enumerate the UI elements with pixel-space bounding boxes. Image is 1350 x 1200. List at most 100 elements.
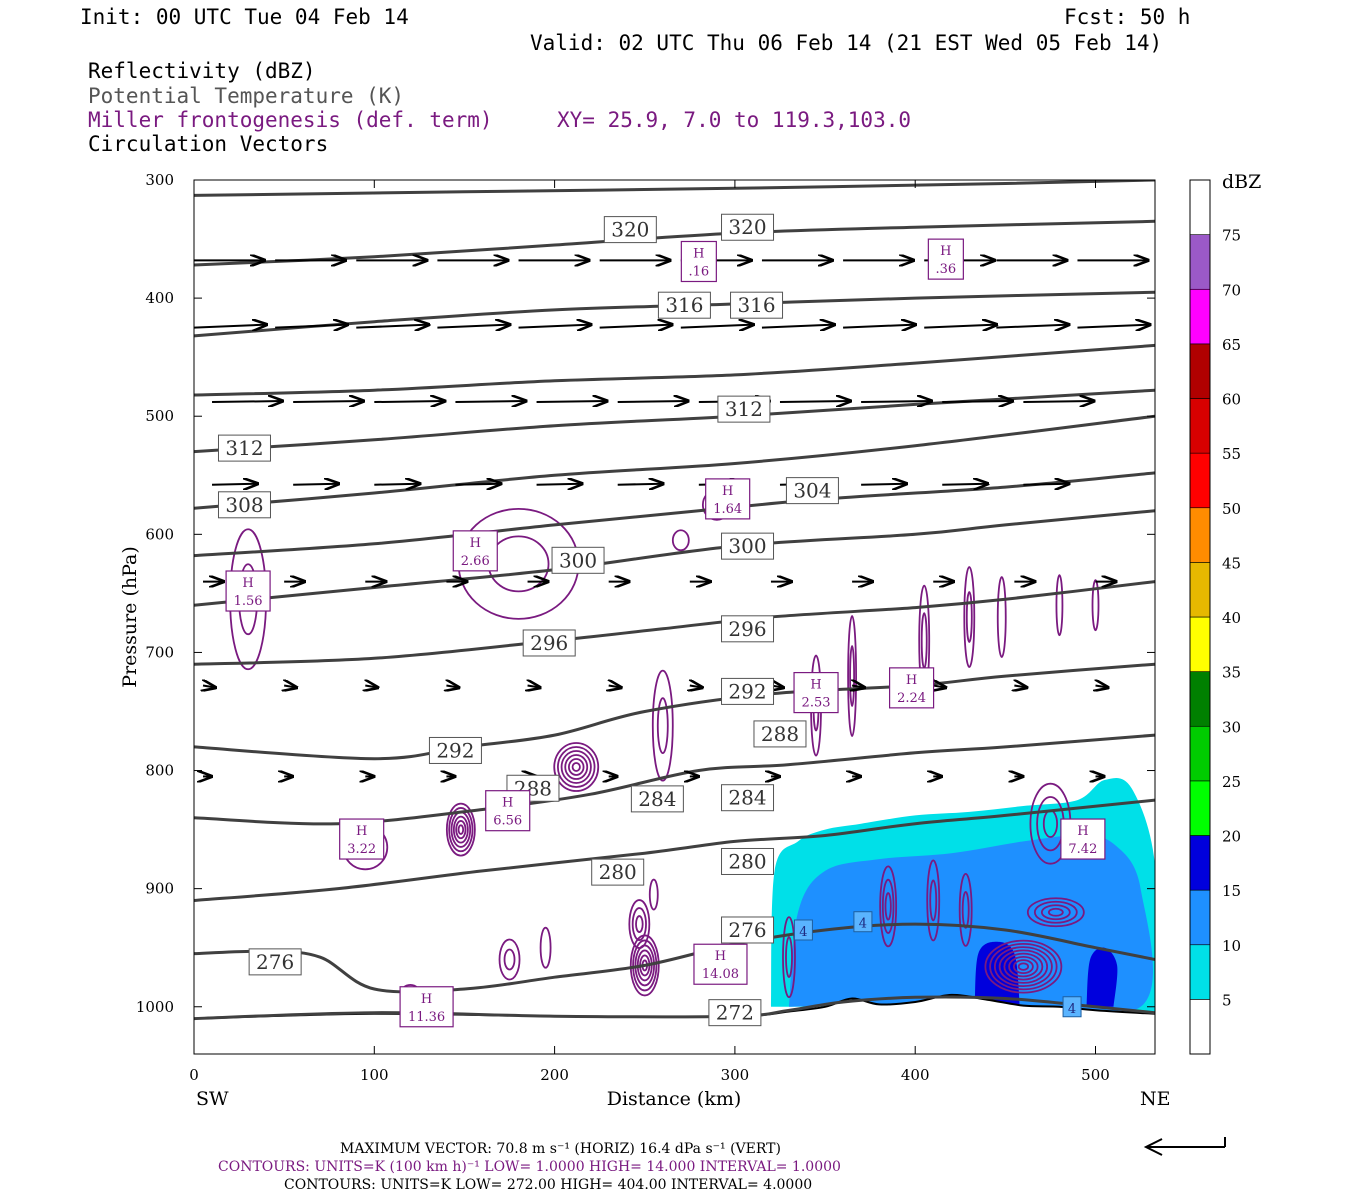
- circulation-vector: [779, 401, 850, 402]
- fronto-max-frame: [339, 818, 385, 860]
- theta-label-box: 292: [428, 736, 482, 764]
- theta-label-box: 312: [217, 434, 271, 462]
- colorbar-swatch: [1189, 999, 1211, 1055]
- theta-label-box: 280: [721, 847, 775, 875]
- fronto-max-frame: [927, 238, 964, 280]
- circulation-vector: [617, 484, 663, 485]
- colorbar-tick-label: 70: [1222, 281, 1241, 299]
- fronto-max-letter: H: [906, 673, 917, 688]
- fronto-max-value: 11.36: [408, 1010, 445, 1025]
- colorbar-swatch: [1189, 343, 1211, 399]
- forecast-hour-text: Fcst: 50 h: [1064, 5, 1190, 29]
- theta-label-frame: [522, 629, 576, 657]
- theta-label-box: 292: [721, 677, 775, 705]
- fronto-contour-ring: [656, 697, 669, 755]
- theta-label-frame: [248, 948, 302, 976]
- theta-label-frame: [721, 916, 775, 944]
- circulation-vector: [680, 325, 753, 328]
- theta-contour-304: [194, 414, 1155, 510]
- fronto-contour-ring: [671, 529, 690, 552]
- fronto-contour-ring: [557, 746, 596, 788]
- circulation-vector: [293, 484, 338, 485]
- reflectivity-label-text: 4: [799, 925, 807, 940]
- fronto-contour-ring: [445, 802, 476, 857]
- theta-label-box: 316: [730, 291, 784, 319]
- fronto-max-frame: [452, 530, 498, 572]
- fronto-contour-ring: [998, 949, 1049, 984]
- circulation-vector: [203, 686, 215, 688]
- theta-label-text: 292: [728, 679, 766, 703]
- theta-contour-296: [194, 509, 1155, 607]
- fronto-max-box: H .16: [680, 240, 717, 283]
- theta-contour-300: [194, 471, 1155, 558]
- colorbar-tick-label: 10: [1222, 937, 1241, 955]
- colorbar-swatch: [1189, 234, 1211, 290]
- x-tick-label: 300: [721, 1066, 750, 1084]
- fronto-contour-ring: [568, 758, 585, 776]
- circulation-vector: [617, 401, 688, 402]
- y-tick-label: 500: [145, 407, 174, 425]
- colorbar-swatch: [1189, 507, 1211, 563]
- reflectivity-15dbz-core: [1086, 947, 1118, 1007]
- theta-label-box: 272: [708, 999, 762, 1027]
- circulation-vector: [942, 401, 1012, 402]
- fronto-max-letter: H: [242, 576, 253, 591]
- circulation-vector: [933, 686, 945, 688]
- colorbar-swatch: [1189, 452, 1211, 509]
- theta-contour-324: [194, 180, 1155, 197]
- fronto-contour-ring: [920, 612, 928, 670]
- reflectivity-label-frame: [853, 911, 873, 933]
- theta-label-box: 276: [248, 948, 302, 976]
- fronto-max-value: 3.22: [347, 842, 376, 857]
- circulation-vector: [1014, 686, 1026, 688]
- fronto-max-box: H 14.08: [693, 943, 748, 985]
- fronto-max-frame: [399, 986, 454, 1028]
- circulation-vector: [536, 484, 582, 485]
- fronto-max-letter: H: [940, 244, 951, 259]
- theta-contour-308: [194, 388, 1155, 454]
- y-tick-label: 600: [145, 525, 174, 543]
- fronto-contour-ring: [1033, 900, 1078, 924]
- fronto-contour-ring: [564, 754, 589, 780]
- circulation-vector: [599, 325, 672, 328]
- circulation-vector: [437, 325, 509, 328]
- theta-label-frame: [551, 546, 605, 574]
- theta-label-text: 292: [436, 738, 474, 762]
- theta-label-text: 312: [725, 397, 763, 421]
- fronto-contour-ring: [1003, 952, 1044, 981]
- fronto-contour-ring: [958, 873, 973, 947]
- theta-label-frame: [753, 720, 807, 748]
- potential-temperature-contour-layer: [194, 180, 1155, 1021]
- fronto-contour-ring: [632, 939, 658, 992]
- circulation-vector: [374, 401, 444, 402]
- fronto-max-letter: H: [1077, 824, 1088, 839]
- theta-label-text: 316: [737, 293, 775, 317]
- reflectivity-label-text: 4: [859, 917, 867, 932]
- fronto-contour-ring: [963, 566, 976, 668]
- fronto-contour-ring: [631, 907, 647, 941]
- theta-label-box: 296: [522, 629, 576, 657]
- theta-label-box: 284: [721, 784, 775, 812]
- fronto-max-box: H 11.36: [399, 986, 454, 1028]
- colorbar-tick-label: 75: [1222, 227, 1241, 245]
- fronto-max-frame: [485, 790, 531, 832]
- circulation-vector: [761, 325, 834, 328]
- x-tick-label: 100: [360, 1066, 389, 1084]
- contour-label-layer: 320 320 316 316 312 312 308 304 300 300 296 296 292 2…: [217, 213, 1106, 1028]
- circulation-vector: [843, 325, 915, 328]
- colorbar-tick-label: 5: [1222, 991, 1232, 1009]
- colorbar-tick-label: 55: [1222, 445, 1241, 463]
- circulation-vector: [924, 325, 996, 328]
- fronto-max-box: H 7.42: [1060, 818, 1106, 860]
- fronto-max-letter: H: [356, 824, 367, 839]
- fronto-contour-ring: [879, 865, 898, 948]
- fronto-max-value: 1.64: [713, 502, 742, 517]
- legend-frontogenesis: Miller frontogenesis (def. term): [88, 108, 493, 132]
- fronto-max-letter: H: [810, 678, 821, 693]
- theta-label-frame: [630, 785, 684, 813]
- legend-theta: Potential Temperature (K): [88, 84, 404, 108]
- circulation-vector: [690, 686, 702, 688]
- axis-layer: 300 400 500 600 700 800 900 1000 0 100 200 300 400 50…: [136, 171, 1155, 1084]
- circulation-vector: [852, 686, 864, 688]
- theta-contour-276: [194, 922, 1155, 994]
